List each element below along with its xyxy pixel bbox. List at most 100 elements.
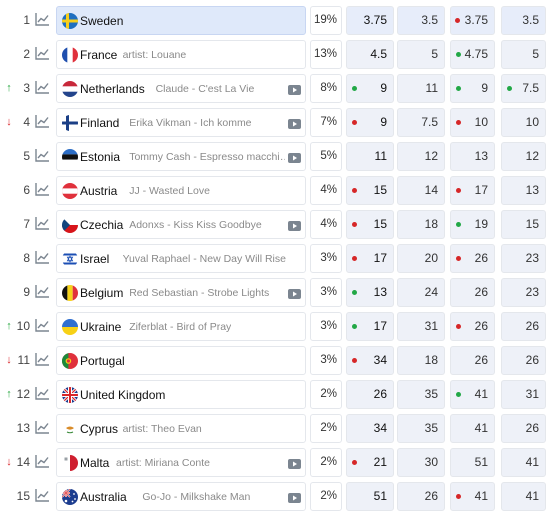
table-row[interactable]: ↑ 3 Netherlands Claude - C'est La Vie 8% 9 11 9…	[0, 72, 548, 106]
odds-cell[interactable]: 51	[450, 448, 495, 477]
video-play-icon[interactable]	[288, 118, 301, 129]
odds-cell[interactable]: 5	[397, 40, 445, 69]
video-play-icon[interactable]	[288, 458, 301, 469]
country-cell[interactable]: Sweden	[56, 6, 306, 35]
table-row[interactable]: 2 France artist: Louane 13% 4.5 5 4.75 5	[0, 38, 548, 72]
odds-cell[interactable]: 4.75	[450, 40, 495, 69]
country-cell[interactable]: Ukraine Ziferblat - Bird of Pray	[56, 312, 306, 341]
odds-cell[interactable]: 23	[501, 278, 546, 307]
odds-cell[interactable]: 41	[450, 482, 495, 511]
odds-cell[interactable]: 3.5	[501, 6, 546, 35]
odds-cell[interactable]: 15	[501, 210, 546, 239]
odds-cell[interactable]: 26	[501, 346, 546, 375]
country-cell[interactable]: Netherlands Claude - C'est La Vie	[56, 74, 306, 103]
odds-cell[interactable]: 34	[346, 414, 394, 443]
odds-cell[interactable]: 12	[501, 142, 546, 171]
odds-cell[interactable]: 3.5	[397, 6, 445, 35]
country-cell[interactable]: France artist: Louane	[56, 40, 306, 69]
odds-cell[interactable]: 26	[450, 346, 495, 375]
odds-cell[interactable]: 30	[397, 448, 445, 477]
country-cell[interactable]: Australia Go-Jo - Milkshake Man	[56, 482, 306, 511]
chart-line-icon[interactable]	[35, 13, 50, 26]
table-row[interactable]: 8 Israel Yuval Raphael - New Day Will Rise…	[0, 242, 548, 276]
chart-line-icon[interactable]	[35, 47, 50, 60]
table-row[interactable]: 15 Australia Go-Jo - Milkshake Man 2% 51 26 41…	[0, 480, 548, 514]
odds-cell[interactable]: 26	[346, 380, 394, 409]
table-row[interactable]: 6 Austria JJ - Wasted Love 4% 15 14 17 13	[0, 174, 548, 208]
country-cell[interactable]: Czechia Adonxs - Kiss Kiss Goodbye	[56, 210, 306, 239]
table-row[interactable]: 9 Belgium Red Sebastian - Strobe Lights 3% 1…	[0, 276, 548, 310]
odds-cell[interactable]: 9	[450, 74, 495, 103]
video-play-icon[interactable]	[288, 220, 301, 231]
odds-cell[interactable]: 9	[346, 108, 394, 137]
country-cell[interactable]: Belgium Red Sebastian - Strobe Lights	[56, 278, 306, 307]
odds-cell[interactable]: 17	[346, 312, 394, 341]
chart-line-icon[interactable]	[35, 489, 50, 502]
odds-cell[interactable]: 41	[501, 448, 546, 477]
odds-cell[interactable]: 18	[397, 346, 445, 375]
country-name[interactable]: France	[80, 48, 118, 62]
odds-cell[interactable]: 31	[397, 312, 445, 341]
video-play-icon[interactable]	[288, 492, 301, 503]
chart-line-icon[interactable]	[35, 353, 50, 366]
odds-cell[interactable]: 9	[346, 74, 394, 103]
country-name[interactable]: Austria	[80, 184, 118, 198]
odds-cell[interactable]: 13	[450, 142, 495, 171]
odds-cell[interactable]: 15	[346, 176, 394, 205]
odds-cell[interactable]: 18	[397, 210, 445, 239]
country-name[interactable]: Portugal	[80, 354, 125, 368]
chart-line-icon[interactable]	[35, 387, 50, 400]
chart-line-icon[interactable]	[35, 149, 50, 162]
country-cell[interactable]: United Kingdom	[56, 380, 306, 409]
odds-cell[interactable]: 24	[397, 278, 445, 307]
country-name[interactable]: Sweden	[80, 14, 124, 28]
odds-cell[interactable]: 31	[501, 380, 546, 409]
country-name[interactable]: Estonia	[80, 150, 121, 164]
video-play-icon[interactable]	[288, 84, 301, 95]
table-row[interactable]: ↓ 14 Malta artist: Miriana Conte 2% 21 30 51 41	[0, 446, 548, 480]
odds-cell[interactable]: 13	[346, 278, 394, 307]
odds-cell[interactable]: 10	[501, 108, 546, 137]
odds-cell[interactable]: 7.5	[501, 74, 546, 103]
country-name[interactable]: Netherlands	[80, 82, 145, 96]
table-row[interactable]: ↓ 11 Portugal 3% 34 18 26 26	[0, 344, 548, 378]
table-row[interactable]: 13 Cyprus artist: Theo Evan 2% 34 35 41 26	[0, 412, 548, 446]
odds-cell[interactable]: 35	[397, 380, 445, 409]
odds-cell[interactable]: 34	[346, 346, 394, 375]
odds-cell[interactable]: 26	[397, 482, 445, 511]
country-cell[interactable]: Estonia Tommy Cash - Espresso macchi…	[56, 142, 306, 171]
country-name[interactable]: Cyprus	[80, 422, 119, 436]
odds-cell[interactable]: 35	[397, 414, 445, 443]
odds-cell[interactable]: 19	[450, 210, 495, 239]
country-name[interactable]: Israel	[80, 252, 110, 266]
odds-cell[interactable]: 26	[450, 278, 495, 307]
country-cell[interactable]: Austria JJ - Wasted Love	[56, 176, 306, 205]
country-name[interactable]: Czechia	[80, 218, 124, 232]
table-row[interactable]: ↓ 4 Finland Erika Vikman - Ich komme 7% 9 7.5 1…	[0, 106, 548, 140]
odds-cell[interactable]: 26	[501, 312, 546, 341]
country-cell[interactable]: Finland Erika Vikman - Ich komme	[56, 108, 306, 137]
odds-cell[interactable]: 41	[501, 482, 546, 511]
odds-cell[interactable]: 3.75	[450, 6, 495, 35]
odds-cell[interactable]: 15	[346, 210, 394, 239]
chart-line-icon[interactable]	[35, 319, 50, 332]
odds-cell[interactable]: 13	[501, 176, 546, 205]
chart-line-icon[interactable]	[35, 183, 50, 196]
odds-cell[interactable]: 26	[501, 414, 546, 443]
odds-cell[interactable]: 11	[346, 142, 394, 171]
odds-cell[interactable]: 41	[450, 414, 495, 443]
country-name[interactable]: Finland	[80, 116, 120, 130]
odds-cell[interactable]: 11	[397, 74, 445, 103]
odds-cell[interactable]: 41	[450, 380, 495, 409]
table-row[interactable]: 5 Estonia Tommy Cash - Espresso macchi… 5% 1…	[0, 140, 548, 174]
odds-cell[interactable]: 3.75	[346, 6, 394, 35]
chart-line-icon[interactable]	[35, 251, 50, 264]
country-cell[interactable]: Portugal	[56, 346, 306, 375]
video-play-icon[interactable]	[288, 152, 301, 163]
odds-cell[interactable]: 14	[397, 176, 445, 205]
chart-line-icon[interactable]	[35, 115, 50, 128]
chart-line-icon[interactable]	[35, 285, 50, 298]
chart-line-icon[interactable]	[35, 455, 50, 468]
country-name[interactable]: Malta	[80, 456, 110, 470]
country-cell[interactable]: Malta artist: Miriana Conte	[56, 448, 306, 477]
